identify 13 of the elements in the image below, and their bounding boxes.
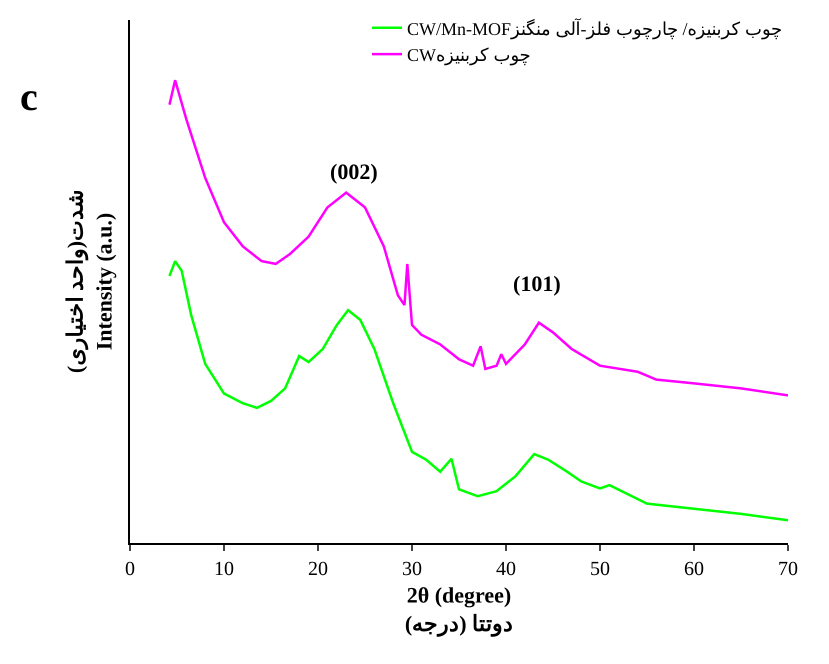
text: c — [20, 74, 38, 119]
annotation: (002) — [330, 159, 378, 184]
x-tick-label: 40 — [496, 558, 516, 580]
x-tick-label: 60 — [684, 558, 704, 580]
x-tick-label: 70 — [778, 558, 798, 580]
x-tick-label: 0 — [125, 558, 135, 580]
x-tick-label: 30 — [402, 558, 422, 580]
legend-label: CW/Mn-MOFچوب کربنیزه/ چارچوب فلز-آلی منگنز — [407, 18, 782, 40]
annotation: (101) — [513, 271, 561, 296]
x-tick-label: 20 — [308, 558, 328, 580]
legend-label: CWچوب کربنیزه — [407, 45, 530, 66]
x-tick-label: 50 — [590, 558, 610, 580]
x-tick-label: 10 — [214, 558, 234, 580]
